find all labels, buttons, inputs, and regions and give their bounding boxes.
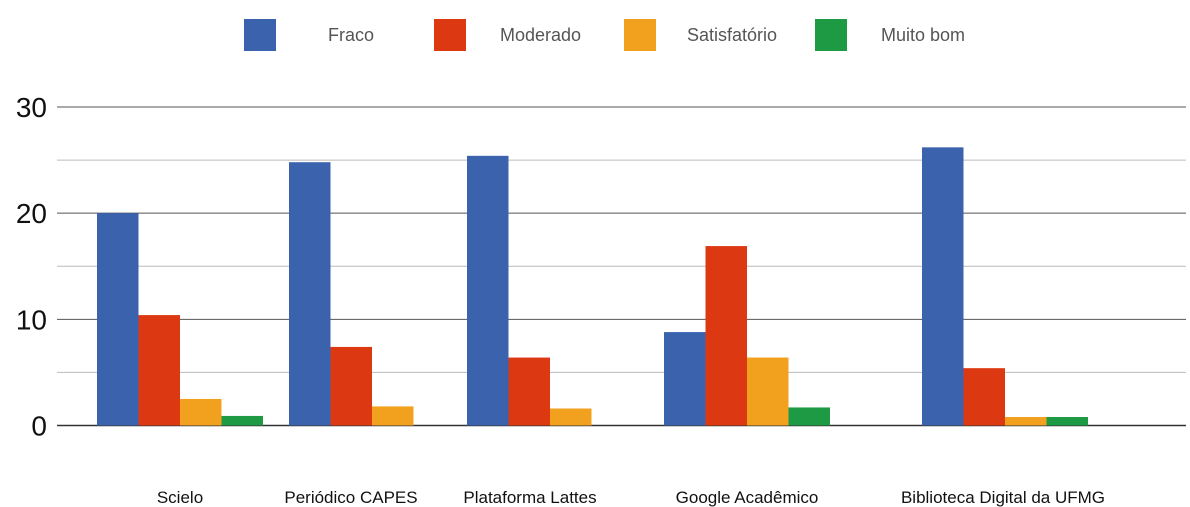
bar-moderado [508,357,550,426]
bar-satisfatorio [550,408,592,426]
x-axis-labels: Scielo Periódico CAPES Plataforma Lattes Go… [157,488,1105,507]
legend-item-moderado: Moderado [434,18,581,52]
bar-fraco [467,155,509,426]
legend-label-fraco: Fraco [328,24,375,45]
x-category-label: Periódico CAPES [284,488,417,507]
x-category-label: Plataforma Lattes [463,488,596,507]
bars [97,147,1088,426]
legend-item-fraco: Fraco [244,18,374,52]
y-tick-label: 30 [16,92,47,123]
bar-fraco [922,147,964,426]
bar-moderado [330,346,372,426]
bar-moderado [963,368,1005,426]
bar-fraco [289,162,331,426]
bar-muito-bom [221,415,263,426]
bar-fraco [97,213,139,426]
y-tick-label: 20 [16,198,47,229]
bar-muito-bom [1046,417,1088,426]
legend-item-satisfatorio: Satisfatório [624,18,777,52]
y-tick-label: 10 [16,304,47,335]
legend-swatch-muito-bom [815,19,847,51]
bar-satisfatorio [372,406,414,426]
bar-moderado [705,246,747,426]
bar-muito-bom [788,407,830,426]
y-axis-ticks: 0 10 20 30 [16,92,47,442]
x-category-label: Scielo [157,488,203,507]
bar-satisfatorio [747,357,789,426]
legend-label-muito-bom: Muito bom [881,24,966,45]
bar-satisfatorio [180,398,222,426]
x-category-label: Biblioteca Digital da UFMG [901,488,1105,507]
bar-moderado [138,315,180,426]
legend-item-muito-bom: Muito bom [815,18,965,52]
legend-label-moderado: Moderado [500,24,582,45]
grid-lines [57,106,1186,427]
legend-swatch-fraco [244,19,276,51]
x-category-label: Google Acadêmico [676,488,819,507]
bar-satisfatorio [1005,417,1047,426]
legend-swatch-satisfatorio [624,19,656,51]
legend-label-satisfatorio: Satisfatório [687,24,778,45]
chart-legend: Fraco Moderado Satisfatório Muito bom [0,18,1190,52]
legend-swatch-moderado [434,19,466,51]
y-tick-label: 0 [31,411,47,442]
bar-fraco [664,332,706,426]
